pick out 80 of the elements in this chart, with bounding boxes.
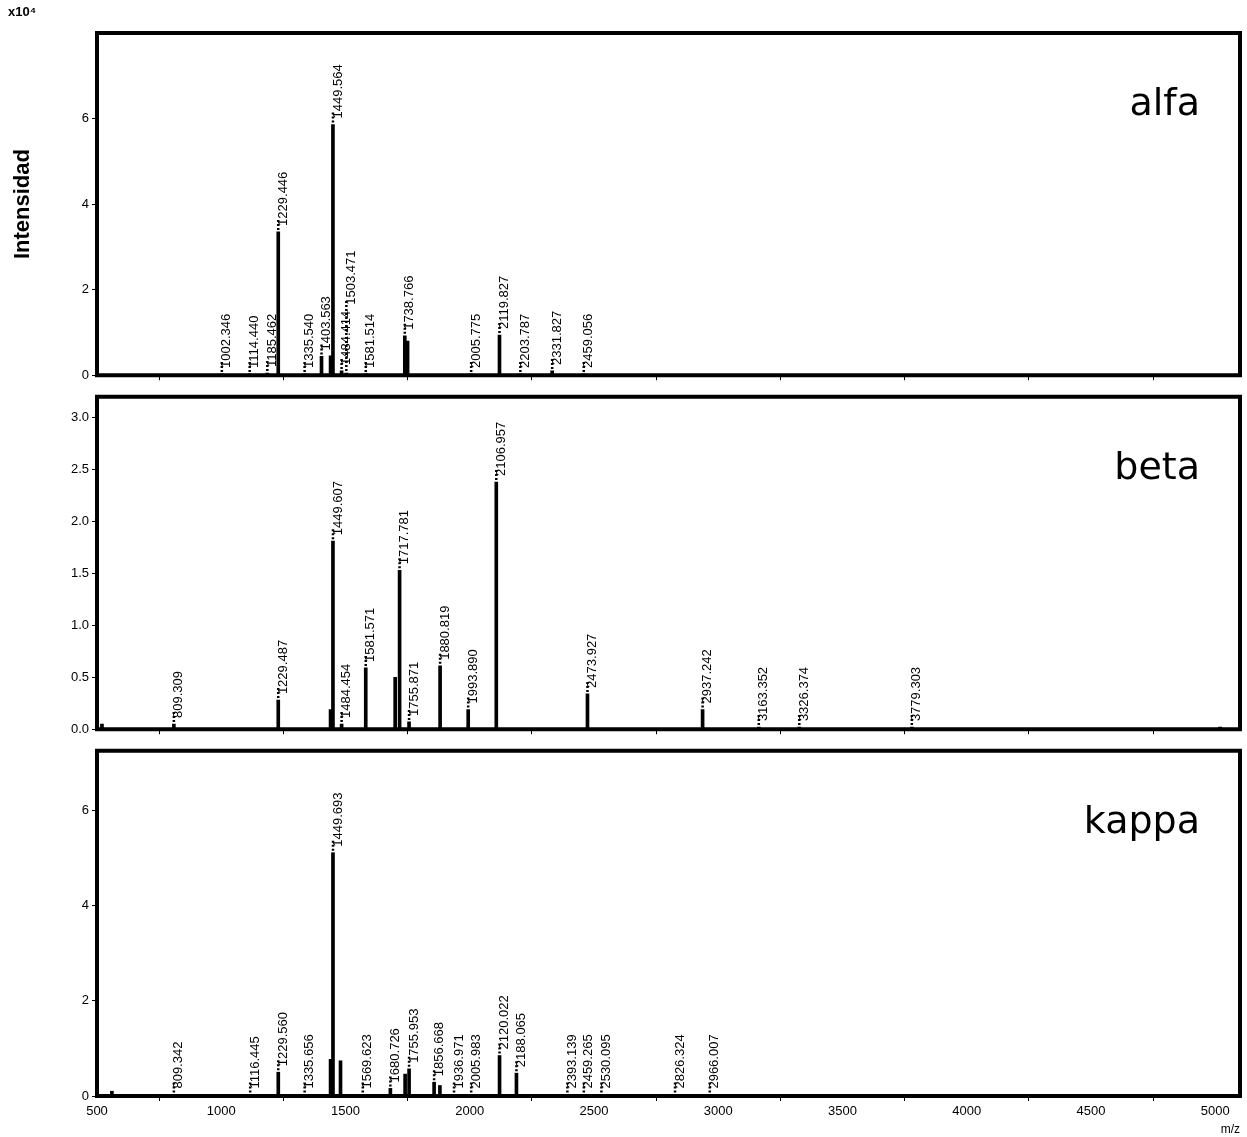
annotation: 1680.726	[386, 1028, 402, 1083]
y-tick-label: 0	[81, 1087, 89, 1103]
x-tick-label: 5000	[1200, 1103, 1230, 1119]
annotation: 3779.303	[908, 666, 924, 722]
annotation: 1114.440	[246, 315, 262, 368]
annotation: 2459.265	[580, 1034, 596, 1089]
annotation: 1449.564	[329, 64, 345, 119]
annotation: 2106.957	[492, 421, 508, 476]
annotation: 1755.953	[405, 1008, 421, 1063]
y-tick-label: 2	[81, 992, 89, 1008]
annotation: 2120.022	[496, 995, 512, 1050]
x-tick-label: 1500	[331, 1103, 360, 1119]
annotation: 1449.693	[329, 792, 345, 847]
text: x10⁴	[8, 4, 37, 20]
annotation: 1880.819	[436, 605, 452, 660]
annotation: 1936.971	[450, 1034, 466, 1089]
annotation: 1581.571	[362, 607, 378, 662]
text: kappa	[1083, 797, 1200, 842]
annotation: 2966.007	[706, 1034, 722, 1089]
annotation: 3163.352	[755, 666, 771, 722]
y-tick-label: 1.0	[70, 616, 89, 632]
annotation: 1185.462	[263, 313, 279, 368]
annotation: 2203.787	[516, 313, 532, 368]
annotation: 2005.775	[467, 313, 483, 368]
annotation: 2530.095	[598, 1034, 614, 1089]
x-tick-label: 4000	[952, 1103, 982, 1119]
annotation: 1229.560	[274, 1011, 290, 1067]
y-tick-label: 6	[81, 801, 89, 817]
y-tick-label: 2.5	[70, 461, 89, 477]
annotation: 1993.890	[464, 649, 480, 704]
annotation: 2393.139	[563, 1034, 579, 1089]
annotation: 2937.242	[699, 649, 715, 704]
annotation: 3326.374	[795, 666, 811, 722]
annotation: 1449.607	[329, 480, 345, 536]
annotation: 2473.927	[584, 633, 600, 688]
y-axis-title: Intensidad	[9, 149, 35, 260]
annotation: 2119.827	[496, 275, 512, 329]
annotation: 2331.827	[548, 310, 564, 365]
annotation: 809.342	[170, 1041, 186, 1089]
x-tick-label: 2000	[455, 1103, 485, 1119]
y-tick-label: 1.5	[70, 564, 89, 580]
annotation: 1403.563	[318, 296, 334, 351]
x-tick-label: 1000	[206, 1103, 236, 1119]
y-tick-label: 6	[81, 110, 89, 126]
annotation: 1484.414	[338, 310, 354, 365]
annotation: 2005.983	[467, 1034, 483, 1089]
x-tick-label: 500	[86, 1103, 108, 1119]
annotation: 1738.766	[401, 275, 417, 330]
annotation: 1229.446	[274, 171, 290, 226]
annotation: 1335.540	[301, 313, 317, 368]
annotation: 1335.656	[301, 1034, 317, 1089]
annotation: 1116.445	[246, 1036, 262, 1089]
annotation: 2188.065	[513, 1012, 529, 1068]
y-tick-label: 4	[81, 195, 89, 211]
y-tick-label: 4	[81, 897, 89, 913]
annotation: 1229.487	[274, 639, 290, 695]
annotation: 809.309	[170, 671, 186, 719]
y-tick-label: 2	[81, 281, 89, 297]
x-tick-label: 3000	[703, 1103, 733, 1119]
annotation: 1484.454	[338, 663, 354, 719]
annotation: 1002.346	[218, 313, 234, 368]
annotation: 1717.781	[396, 510, 412, 565]
text: alfa	[1129, 80, 1200, 124]
annotation: 1581.514	[362, 313, 378, 368]
y-tick-label: 0.5	[70, 668, 89, 684]
x-tick-label: 3500	[827, 1103, 857, 1119]
annotation: 2459.056	[580, 313, 596, 368]
y-tick-label: 2.0	[70, 513, 89, 529]
annotation: 1569.623	[359, 1034, 375, 1089]
annotation: 1503.471	[342, 250, 358, 305]
y-tick-label: 0.0	[70, 720, 89, 736]
y-tick-label: 3.0	[70, 409, 89, 425]
x-tick-label: 4500	[1076, 1103, 1106, 1119]
x-axis-title: m/z	[1220, 1122, 1240, 1137]
annotation: 2826.324	[671, 1034, 687, 1089]
x-tick-label: 2500	[579, 1103, 609, 1119]
annotation: 1755.871	[405, 661, 421, 716]
text: beta	[1114, 443, 1200, 488]
y-tick-label: 0	[81, 366, 89, 382]
annotation: 1856.668	[430, 1021, 446, 1077]
